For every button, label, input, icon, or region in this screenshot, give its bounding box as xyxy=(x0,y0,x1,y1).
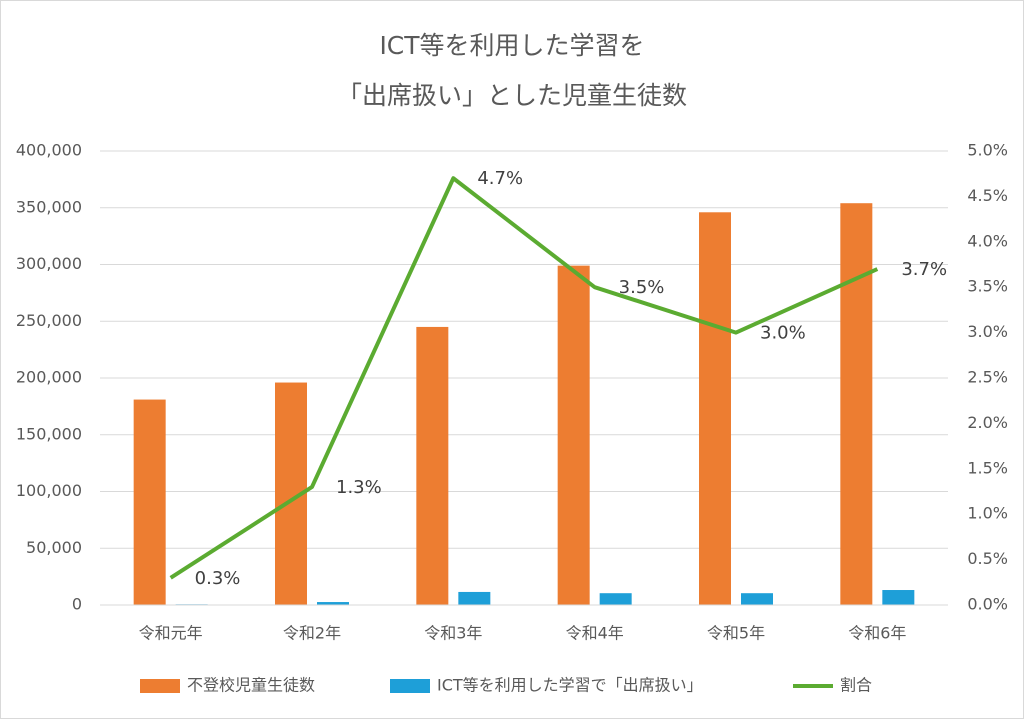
data-label: 0.3% xyxy=(195,568,241,589)
x-tick-label: 令和2年 xyxy=(283,624,341,643)
y2-tick-label: 2.0% xyxy=(967,413,1008,432)
bar xyxy=(133,399,166,605)
y2-tick-label: 3.0% xyxy=(967,322,1008,341)
data-label: 3.0% xyxy=(760,323,806,344)
legend-label: 不登校児童生徒数 xyxy=(187,676,315,695)
legend-swatch xyxy=(390,679,430,693)
y-tick-label: 250,000 xyxy=(16,311,82,330)
chart-title: ICT等を利用した学習を xyxy=(379,31,644,60)
bar xyxy=(416,326,449,605)
data-label: 4.7% xyxy=(477,168,523,189)
data-label: 3.5% xyxy=(619,277,665,298)
bar xyxy=(458,591,491,605)
bar xyxy=(840,203,873,605)
y2-tick-label: 5.0% xyxy=(967,141,1008,160)
x-tick-label: 令和元年 xyxy=(139,624,203,643)
y2-tick-label: 1.5% xyxy=(967,458,1008,477)
bar xyxy=(317,602,349,605)
legend-label: ICT等を利用した学習で「出席扱い」 xyxy=(437,676,703,695)
line xyxy=(169,176,879,580)
bar xyxy=(599,593,632,605)
y-tick-label: 150,000 xyxy=(16,424,82,443)
legend-swatch xyxy=(140,679,180,693)
x-tick-label: 令和5年 xyxy=(707,624,765,643)
data-label: 1.3% xyxy=(336,477,382,498)
y2-tick-label: 2.5% xyxy=(967,368,1008,387)
chart-title: 「出席扱い」とした児童生徒数 xyxy=(337,81,687,110)
y-tick-label: 0 xyxy=(72,595,82,614)
y-tick-label: 300,000 xyxy=(16,254,82,273)
bar xyxy=(882,590,915,605)
y2-tick-label: 4.5% xyxy=(967,186,1008,205)
y2-tick-label: 3.5% xyxy=(967,277,1008,296)
data-label: 3.7% xyxy=(901,259,947,280)
y2-tick-label: 1.0% xyxy=(967,504,1008,523)
legend-label: 割合 xyxy=(840,676,872,695)
y2-tick-label: 4.0% xyxy=(967,231,1008,250)
bar xyxy=(741,593,773,605)
y-tick-label: 350,000 xyxy=(16,197,82,216)
bar xyxy=(699,212,731,606)
x-tick-label: 令和6年 xyxy=(848,624,906,643)
y2-tick-label: 0.5% xyxy=(967,549,1008,568)
y-tick-label: 100,000 xyxy=(16,481,82,500)
y-tick-label: 400,000 xyxy=(16,141,82,160)
y-tick-label: 50,000 xyxy=(26,538,82,557)
bar xyxy=(557,265,590,605)
y-tick-label: 200,000 xyxy=(16,368,82,387)
x-tick-label: 令和3年 xyxy=(424,624,482,643)
y2-tick-label: 0.0% xyxy=(967,595,1008,614)
x-tick-label: 令和4年 xyxy=(566,624,624,643)
